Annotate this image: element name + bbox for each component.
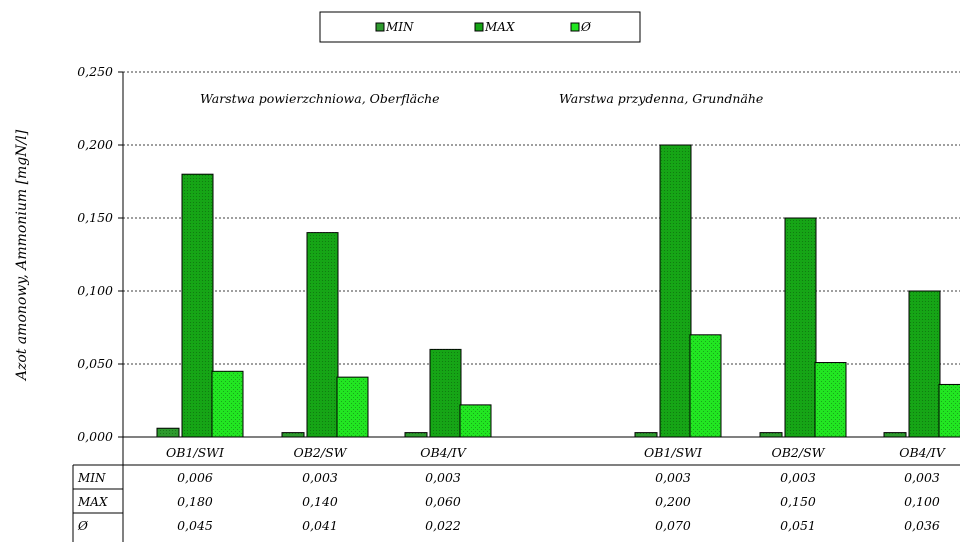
bar-avg-1 <box>336 376 369 438</box>
bar-avg-4 <box>814 362 847 438</box>
bar-max-1 <box>306 232 339 438</box>
table-cell: 0,036 <box>904 518 940 533</box>
table-cell: 0,200 <box>655 494 691 509</box>
y-axis-title: Azot amonowy, Ammonium [mgN/l] <box>14 129 30 382</box>
table-cell: 0,150 <box>780 494 816 509</box>
y-tick-label: 0,050 <box>77 356 113 371</box>
table-row-label: Ø <box>77 519 89 533</box>
x-tick-label: OB2/SW <box>771 445 825 460</box>
legend-item: MIN <box>375 20 414 34</box>
table-cell: 0,041 <box>302 518 338 533</box>
table-row-label: MAX <box>77 495 108 509</box>
table-cell: 0,045 <box>177 518 213 533</box>
table-cell: 0,003 <box>904 470 940 485</box>
x-tick-label: OB4/IV <box>420 445 468 460</box>
bars <box>156 144 960 438</box>
y-tick-label: 0,000 <box>77 429 113 444</box>
group-label-surface: Warstwa powierzchniowa, Oberfläche <box>200 91 440 106</box>
svg-text:MAX: MAX <box>484 20 515 34</box>
bar-max-3 <box>659 144 692 438</box>
bar-avg-5 <box>938 383 960 438</box>
plot-area: 0,000 0,050 0,100 0,150 0,200 0,250 Warstwa p… <box>77 64 960 460</box>
bar-max-5 <box>908 290 941 438</box>
bar-avg-3 <box>689 334 722 438</box>
table-cell: 0,003 <box>780 470 816 485</box>
x-tick-label: OB1/SWI <box>166 445 225 460</box>
table-cell: 0,100 <box>904 494 940 509</box>
y-tick-label: 0,100 <box>77 283 113 298</box>
svg-text:Ø: Ø <box>580 20 592 34</box>
x-tick-labels: OB1/SWI OB2/SW OB4/IV OB1/SWI OB2/SW OB4/IV <box>166 445 947 460</box>
table-cell: 0,003 <box>302 470 338 485</box>
svg-text:MIN: MIN <box>385 20 414 34</box>
group-label-bottom: Warstwa przydenna, Grundnähe <box>559 91 763 106</box>
legend-item: Ø <box>570 20 592 34</box>
x-tick-label: OB4/IV <box>899 445 947 460</box>
y-tick-label: 0,250 <box>77 64 113 79</box>
x-tick-label: OB1/SWI <box>644 445 703 460</box>
y-tick-label: 0,200 <box>77 137 113 152</box>
bar-min-4 <box>759 432 783 438</box>
table-cell: 0,180 <box>177 494 213 509</box>
table-row-label: MIN <box>77 471 106 485</box>
bar-min-3 <box>634 432 658 438</box>
table-cell: 0,003 <box>425 470 461 485</box>
table-cell: 0,140 <box>302 494 338 509</box>
bar-min-2 <box>404 432 428 438</box>
bar-max-0 <box>181 173 214 438</box>
y-tick-label: 0,150 <box>77 210 113 225</box>
bar-max-4 <box>784 217 817 438</box>
data-table: MIN 0,006 0,003 0,003 0,003 0,003 0,003 MAX 0,18… <box>72 437 960 542</box>
bar-max-2 <box>429 348 462 438</box>
table-cell: 0,051 <box>780 518 816 533</box>
table-cell: 0,006 <box>177 470 213 485</box>
table-cell: 0,022 <box>425 518 461 533</box>
bar-avg-2 <box>459 404 492 438</box>
bar-avg-0 <box>211 370 244 438</box>
legend-item: MAX <box>474 20 515 34</box>
bar-min-5 <box>883 432 907 438</box>
table-cell: 0,070 <box>655 518 691 533</box>
y-tick-labels: 0,000 0,050 0,100 0,150 0,200 0,250 <box>77 64 113 444</box>
table-cell: 0,060 <box>425 494 461 509</box>
x-tick-label: OB2/SW <box>293 445 347 460</box>
legend: MIN MAX Ø <box>319 11 641 43</box>
table-cell: 0,003 <box>655 470 691 485</box>
bar-min-1 <box>281 432 305 438</box>
bar-min-0 <box>156 427 180 438</box>
